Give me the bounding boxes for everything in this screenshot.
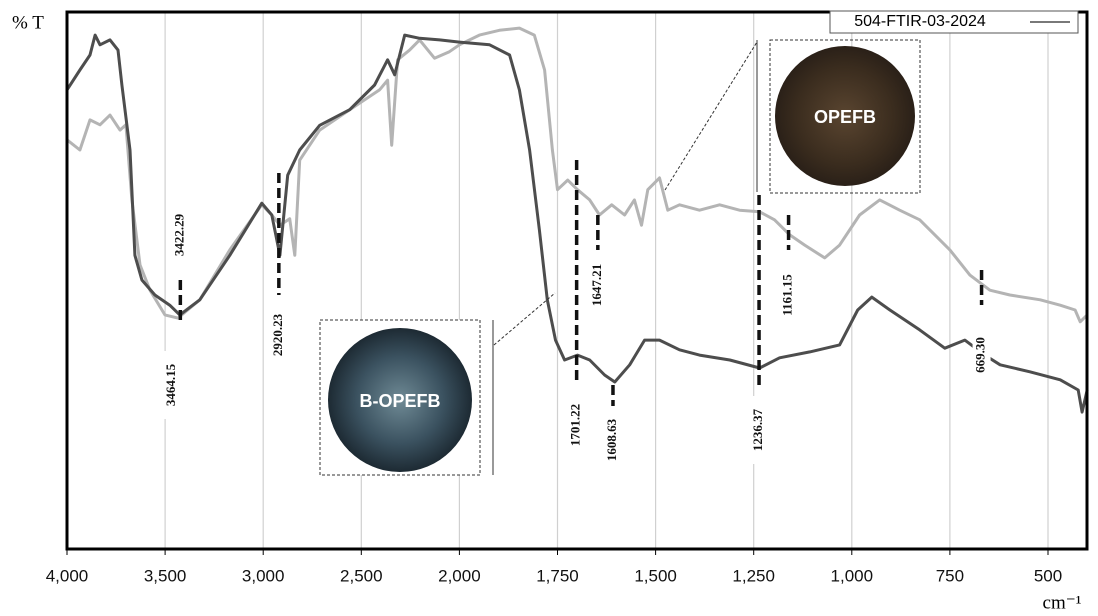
peak-label: 1701.22 (568, 404, 583, 446)
opefb-inset: OPEFB (665, 40, 920, 193)
image-label: B-OPEFB (360, 391, 441, 411)
peak-label: 1161.15 (780, 274, 795, 316)
x-tick-label: 2,500 (340, 566, 383, 585)
peak-label: 3464.15 (163, 363, 178, 406)
peak-label: 2920.23 (270, 313, 285, 356)
connector (494, 293, 555, 345)
x-tick-label: 750 (936, 566, 964, 585)
peak-label: 1647.21 (589, 264, 604, 306)
peak-label: 1608.63 (604, 418, 619, 461)
b-opefb-inset: B-OPEFB (320, 293, 555, 475)
legend: 504-FTIR-03-2024 (830, 11, 1078, 33)
chart: % T cm⁻¹ 504-FTIR-03-2024 OPEFB B-OPEFB … (0, 0, 1098, 616)
peak-label: 669.30 (973, 337, 988, 373)
image-label: OPEFB (814, 107, 876, 127)
peak-label: 3422.29 (171, 213, 186, 256)
x-tick-label: 3,000 (242, 566, 285, 585)
x-tick-label: 500 (1034, 566, 1062, 585)
peak-label: 1236.37 (750, 408, 765, 451)
x-tick-label: 1,500 (634, 566, 677, 585)
x-tick-label: 1,000 (831, 566, 874, 585)
x-tick-label: 3,500 (144, 566, 187, 585)
legend-label: 504-FTIR-03-2024 (854, 13, 986, 30)
x-tick-label: 2,000 (438, 566, 481, 585)
y-axis-label: % T (12, 12, 44, 33)
x-tick-label: 4,000 (46, 566, 89, 585)
x-tick-label: 1,250 (732, 566, 775, 585)
spectrum-line (67, 28, 1087, 322)
connector (665, 42, 757, 190)
x-axis-label: cm⁻¹ (1043, 592, 1082, 613)
x-tick-label: 1,750 (536, 566, 579, 585)
